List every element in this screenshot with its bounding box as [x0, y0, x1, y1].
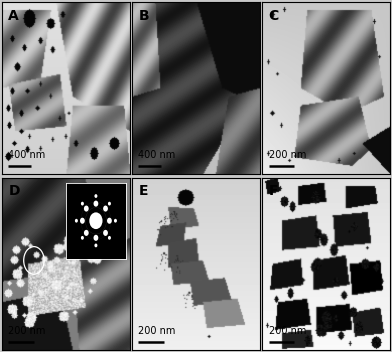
- Text: A: A: [8, 9, 19, 23]
- Text: D: D: [8, 184, 20, 199]
- Text: 400 nm: 400 nm: [138, 150, 176, 161]
- Text: 400 nm: 400 nm: [8, 150, 45, 161]
- Text: B: B: [138, 9, 149, 23]
- Text: C: C: [269, 9, 279, 23]
- Text: 200 nm: 200 nm: [138, 326, 176, 336]
- Text: 200 nm: 200 nm: [269, 326, 306, 336]
- Text: 200 nm: 200 nm: [8, 326, 46, 336]
- Text: 200 nm: 200 nm: [269, 150, 306, 161]
- Text: F: F: [269, 184, 278, 199]
- Text: E: E: [138, 184, 148, 199]
